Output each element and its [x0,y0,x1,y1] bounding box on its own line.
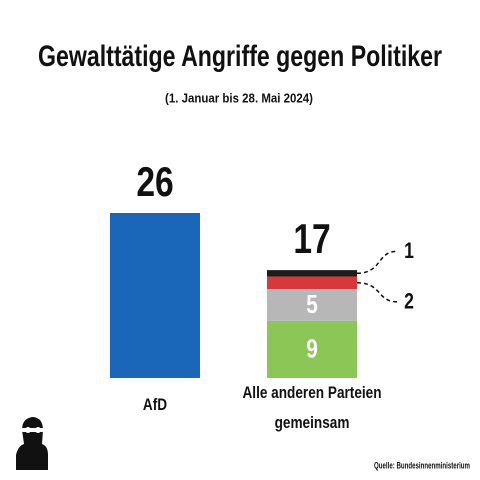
value-label: 9 [306,334,318,363]
chart-title: Gewalttätige Angriffe gegen Politiker [38,40,442,73]
total-label: 17 [293,217,330,263]
total-label: 26 [136,160,173,206]
bar-segment [267,289,357,321]
bar-segment [267,320,357,378]
value-label: 5 [306,290,318,319]
bar-segment [110,213,200,378]
logo [16,417,48,470]
category-label: Alle anderen Parteien gemeinsam [242,383,382,432]
value-label: 1 [404,239,414,263]
leader-line [356,282,398,303]
category-label: AfD [142,395,168,414]
leader-line [356,250,398,275]
bar-segment [267,270,357,277]
chart-subtitle: (1. Januar bis 28. Mai 2024) [165,90,313,105]
source: Quelle: Bundesinnenministerium [374,460,470,470]
bar-segment [267,276,357,290]
value-label: 2 [404,290,414,314]
